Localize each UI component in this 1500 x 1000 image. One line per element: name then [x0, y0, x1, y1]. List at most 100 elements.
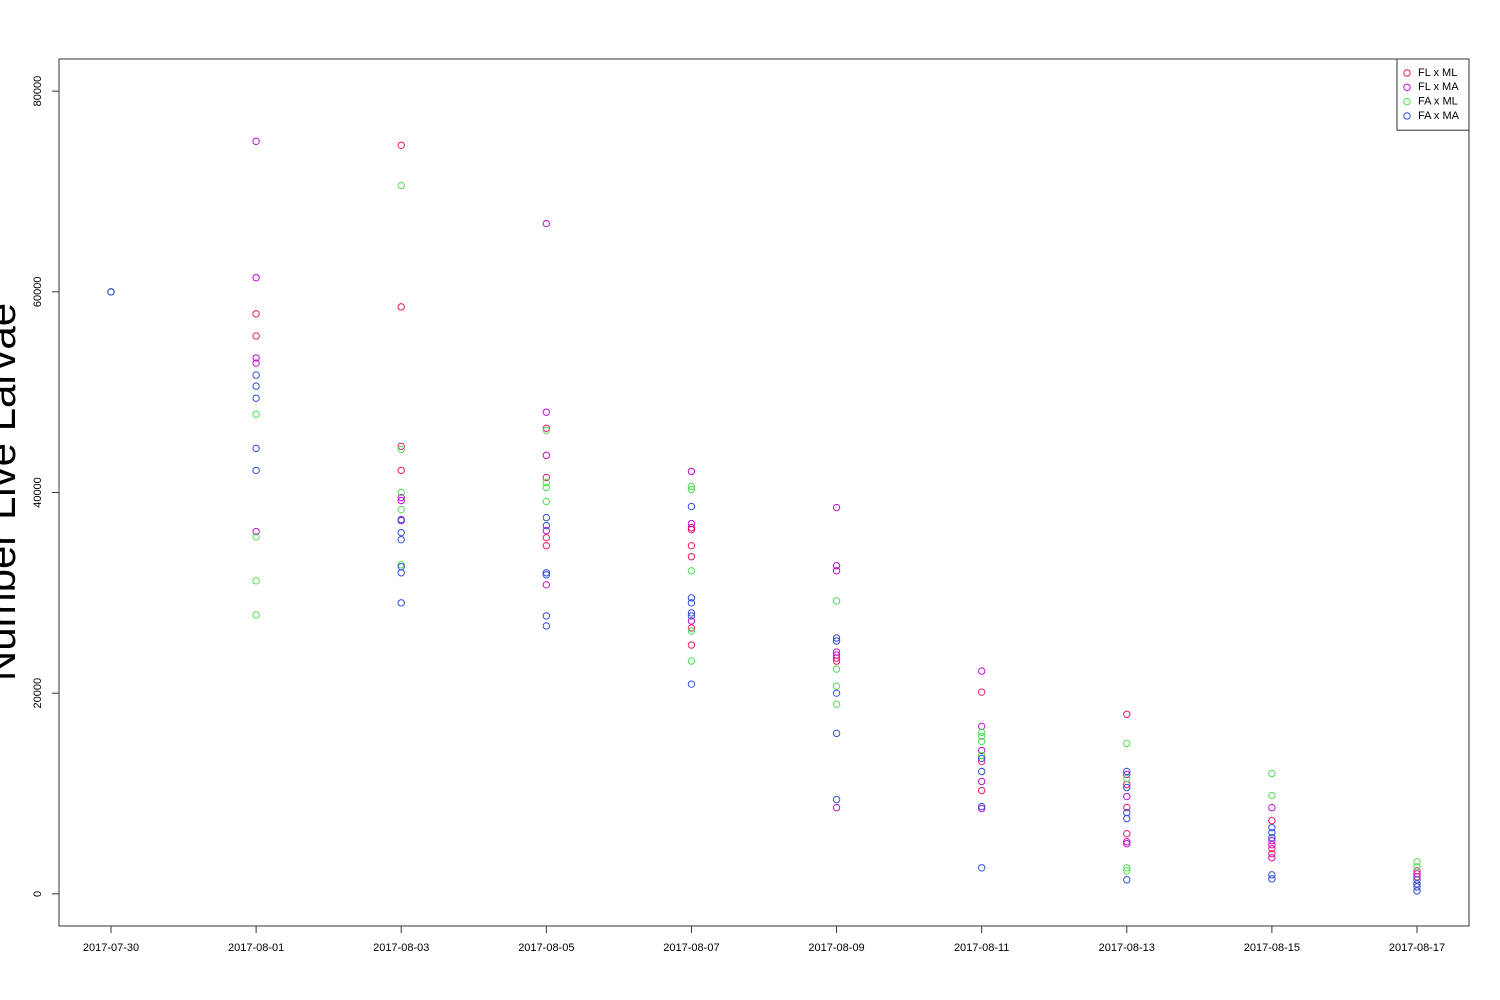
point	[252, 532, 260, 541]
x-tick-label: 2017-08-01	[228, 942, 284, 954]
y-axis-label: Number Live Larvae	[0, 303, 24, 681]
point	[832, 682, 841, 690]
point	[542, 533, 551, 542]
point	[1413, 863, 1421, 871]
x-tick-label: 2017-07-30	[83, 942, 139, 954]
y-tick-label: 0	[32, 891, 44, 897]
point	[1413, 887, 1421, 895]
point	[977, 804, 986, 813]
point	[397, 303, 405, 311]
point	[832, 637, 841, 645]
legend-label: FL x ML	[1418, 67, 1457, 79]
point	[687, 680, 696, 688]
point	[1123, 792, 1131, 801]
point	[542, 473, 551, 482]
x-tick-label: 2017-08-15	[1244, 942, 1300, 954]
point	[1268, 769, 1276, 778]
point	[832, 634, 841, 642]
point	[687, 519, 696, 528]
point	[832, 567, 841, 575]
point	[1413, 880, 1421, 888]
point	[1123, 876, 1131, 884]
point	[832, 689, 841, 697]
point	[687, 482, 696, 491]
point	[977, 777, 986, 786]
point	[832, 729, 841, 738]
point	[397, 528, 405, 537]
point	[687, 523, 696, 532]
point	[542, 581, 551, 589]
point	[397, 496, 405, 505]
point	[542, 513, 551, 522]
point	[832, 795, 841, 804]
point	[252, 527, 260, 536]
plot-frame	[58, 58, 1470, 927]
legend-label: FL x MA	[1418, 81, 1459, 93]
point	[832, 803, 841, 812]
point	[1268, 854, 1276, 862]
point	[687, 624, 696, 632]
x-tick-label: 2017-08-17	[1389, 942, 1445, 954]
point	[542, 451, 551, 460]
point	[1123, 867, 1131, 875]
x-tick-label: 2017-08-11	[954, 942, 1009, 954]
point	[1268, 791, 1276, 800]
point	[1123, 739, 1131, 748]
point	[1268, 841, 1276, 849]
point	[1123, 710, 1131, 718]
point	[687, 617, 696, 625]
point	[687, 502, 696, 511]
point	[107, 288, 115, 296]
point	[397, 181, 405, 190]
point	[687, 599, 696, 607]
point	[397, 535, 405, 544]
point	[542, 408, 551, 416]
point	[397, 569, 405, 577]
point	[832, 562, 841, 570]
point	[1123, 783, 1131, 792]
point	[1268, 850, 1276, 858]
point	[1123, 838, 1131, 846]
point	[542, 497, 551, 506]
point	[687, 612, 696, 620]
point	[832, 648, 841, 656]
legend-marker	[1403, 83, 1411, 92]
point	[687, 594, 696, 602]
point	[1268, 823, 1276, 832]
point	[977, 737, 986, 746]
point	[1123, 774, 1131, 783]
point	[1123, 770, 1131, 779]
point	[687, 627, 696, 635]
point	[397, 505, 405, 514]
point	[687, 467, 696, 476]
point	[542, 478, 551, 487]
point	[542, 424, 551, 432]
point	[542, 219, 551, 228]
point	[252, 611, 260, 619]
legend-label: FA x ML	[1418, 96, 1458, 108]
point	[542, 612, 551, 620]
point	[1123, 864, 1131, 872]
x-tick-label: 2017-08-03	[373, 942, 429, 954]
x-tick-label: 2017-08-09	[808, 942, 864, 954]
point	[252, 410, 260, 418]
point	[542, 569, 551, 577]
point	[977, 722, 986, 731]
point	[1413, 876, 1421, 884]
point	[397, 442, 405, 451]
point	[832, 597, 841, 605]
point	[397, 488, 405, 497]
point	[1268, 833, 1276, 842]
y-tick-label: 80000	[32, 76, 44, 107]
point	[977, 732, 986, 741]
x-tick-label: 2017-08-05	[518, 942, 574, 954]
point	[542, 541, 551, 550]
point	[1123, 829, 1131, 838]
point	[977, 864, 986, 872]
point	[542, 483, 551, 492]
point	[542, 571, 551, 579]
point	[252, 274, 260, 282]
point	[687, 657, 696, 665]
